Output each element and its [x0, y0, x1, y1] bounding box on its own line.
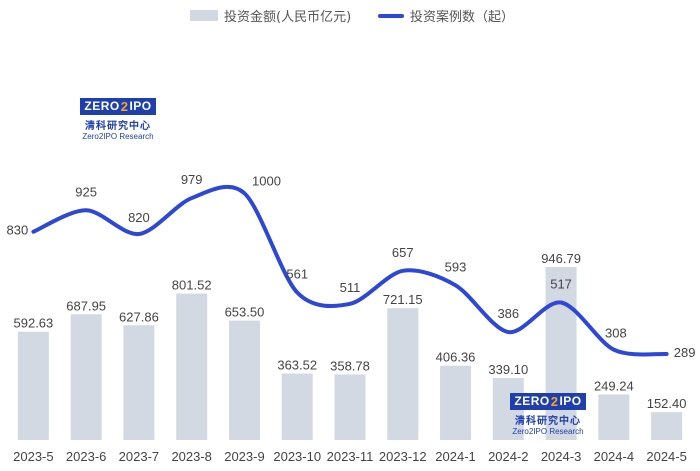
x-tick-label: 2024-4 — [594, 449, 634, 464]
x-tick-label: 2023-5 — [13, 449, 53, 464]
line-value-label: 386 — [497, 306, 519, 321]
line-value-label: 561 — [286, 267, 308, 282]
bar-value-label: 653.50 — [225, 305, 265, 320]
bar-value-label: 358.78 — [330, 358, 370, 373]
line-series-path — [31, 184, 669, 357]
bar-value-label: 721.15 — [383, 292, 423, 307]
bar-value-label: 249.24 — [594, 378, 634, 393]
bar-value-label: 627.86 — [119, 309, 159, 324]
bar — [228, 320, 260, 440]
x-tick-label: 2023-11 — [327, 449, 374, 464]
line-value-label: 511 — [340, 280, 361, 295]
line-value-label: 830 — [7, 223, 29, 238]
x-tick-label: 2023-9 — [224, 449, 264, 464]
bar-value-label: 339.10 — [488, 362, 528, 377]
x-tick-label: 2024-1 — [435, 449, 475, 464]
x-tick-label: 2024-5 — [646, 449, 686, 464]
bar — [176, 293, 208, 440]
line-value-label: 1000 — [252, 173, 281, 188]
line-value-label: 289 — [674, 345, 696, 360]
bar — [17, 331, 49, 440]
legend-item-line: 投资案例数（起） — [378, 6, 514, 25]
bar-value-label: 801.52 — [172, 278, 212, 293]
x-tick-label: 2023-6 — [66, 449, 106, 464]
bar-value-label: 363.52 — [277, 358, 317, 373]
bar — [440, 365, 472, 440]
legend: 投资金额(人民币亿元) 投资案例数（起） — [0, 6, 700, 26]
x-tick-label: 2024-3 — [541, 449, 581, 464]
legend-line-label: 投资案例数（起） — [410, 10, 515, 25]
watermark-en: Zero2IPO Research — [82, 132, 154, 141]
watermark-en: Zero2IPO Research — [512, 427, 584, 436]
bar-value-label: 687.95 — [66, 298, 106, 313]
line-value-label: 308 — [605, 326, 627, 341]
bar — [334, 374, 366, 440]
legend-item-bar: 投资金额(人民币亿元) — [190, 6, 351, 25]
x-tick-label: 2023-8 — [171, 449, 211, 464]
x-tick-label: 2023-7 — [119, 449, 159, 464]
bar — [281, 373, 313, 440]
bar — [387, 308, 419, 440]
bar — [123, 325, 155, 440]
bar — [598, 394, 630, 440]
x-tick-label: 2023-12 — [379, 449, 427, 464]
watermark-logo-top: ZERO 2 IPO 清科研究中心 Zero2IPO Research — [63, 97, 173, 141]
line-value-label: 517 — [550, 276, 572, 291]
line-value-label: 820 — [128, 210, 150, 225]
bar-value-label: 946.79 — [541, 251, 581, 266]
bar — [545, 267, 577, 440]
legend-bar-label: 投资金额(人民币亿元) — [224, 10, 352, 25]
legend-bar-swatch — [190, 10, 218, 21]
line-value-label: 925 — [75, 184, 97, 199]
line-value-label: 979 — [181, 172, 203, 187]
watermark-cn: 清科研究中心 — [515, 416, 581, 427]
watermark-logo-bottom: ZERO 2 IPO 清科研究中心 Zero2IPO Research — [493, 392, 603, 436]
bar-value-label: 152.40 — [647, 396, 687, 411]
line-value-label: 593 — [445, 259, 467, 274]
bar — [651, 412, 683, 440]
bar-value-label: 592.63 — [14, 316, 54, 331]
watermark-cn: 清科研究中心 — [85, 121, 151, 132]
bar-value-label: 406.36 — [436, 350, 476, 365]
x-tick-label: 2024-2 — [488, 449, 528, 464]
line-value-label: 657 — [392, 245, 414, 260]
legend-line-swatch — [378, 13, 404, 18]
x-tick-label: 2023-10 — [273, 449, 321, 464]
bar — [70, 314, 102, 440]
zero2ipo-logo: ZERO 2 IPO — [510, 392, 586, 410]
zero2ipo-logo: ZERO 2 IPO — [80, 97, 156, 115]
